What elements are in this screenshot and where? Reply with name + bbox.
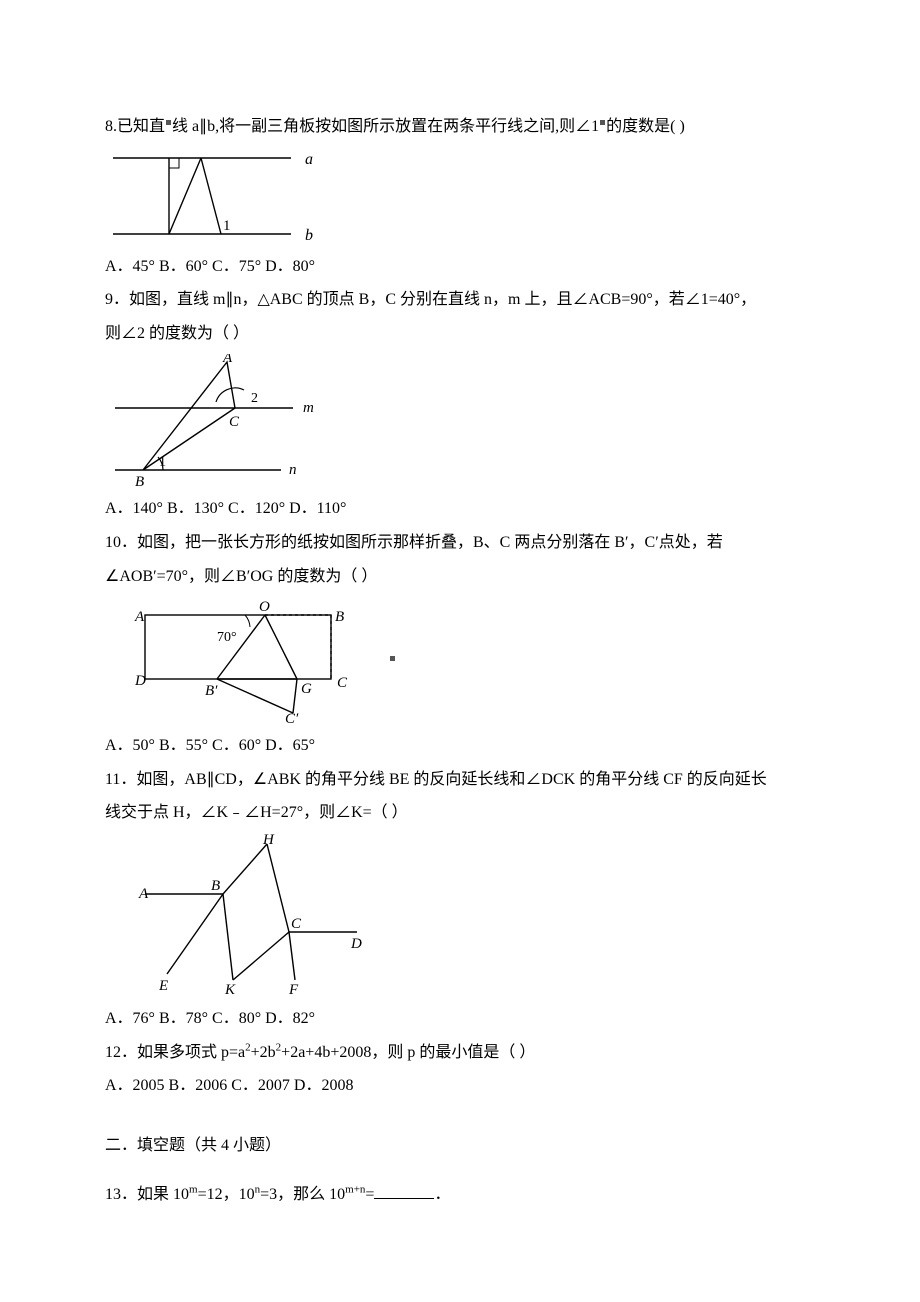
q12-p1: 12．如果多项式 p=a xyxy=(105,1044,245,1061)
q9-line1: 9．如图，直线 m∥n，△ABC 的顶点 B，C 分别在直线 n，m 上，且∠A… xyxy=(105,283,815,317)
svg-text:K: K xyxy=(224,982,236,998)
q12-stem: 12．如果多项式 p=a2+2b2+2a+4b+2008，则 p 的最小值是（ … xyxy=(105,1036,815,1070)
glitch-dot-1 xyxy=(166,120,171,125)
glitch-dot-2 xyxy=(600,120,605,125)
svg-text:C: C xyxy=(291,916,302,932)
q8-stem-a: 8.已知直 xyxy=(105,118,165,135)
q13-exp-m: m xyxy=(189,1184,198,1196)
q10-line1: 10．如图，把一张长方形的纸按如图所示那样折叠，B、C 两点分别落在 B′，C′… xyxy=(105,526,815,560)
q13-p4: = xyxy=(365,1186,374,1203)
svg-text:m: m xyxy=(303,400,314,416)
q11-line2: 线交于点 H，∠K﹣∠H=27°，则∠K=（ ） xyxy=(105,796,815,830)
q13-blank xyxy=(374,1184,434,1199)
svg-text:C: C xyxy=(337,675,348,691)
q10-choices: A．50° B．55° C．60° D．65° xyxy=(105,729,815,763)
q11-figure: A B H C D E K F xyxy=(105,834,815,998)
svg-text:E: E xyxy=(158,978,168,994)
svg-text:1: 1 xyxy=(223,218,231,234)
q9-figure: A B C 2 1 m n xyxy=(105,354,815,488)
svg-text:B: B xyxy=(135,474,144,488)
svg-text:C′: C′ xyxy=(285,711,299,725)
svg-text:C: C xyxy=(229,414,240,430)
svg-text:A: A xyxy=(138,886,149,902)
svg-text:1: 1 xyxy=(159,455,166,470)
svg-text:D: D xyxy=(134,673,146,689)
svg-text:70°: 70° xyxy=(217,630,237,645)
section-2-title: 二．填空题（共 4 小题） xyxy=(105,1129,815,1163)
page: 8.已知直线 a∥b,将一副三角板按如图所示放置在两条平行线之间,则∠1 的度数是… xyxy=(0,0,920,1302)
q13-p5: ． xyxy=(434,1186,450,1203)
q12-p2: +2b xyxy=(251,1044,276,1061)
svg-text:B′: B′ xyxy=(205,683,218,699)
q13-p1: 13．如果 10 xyxy=(105,1186,189,1203)
svg-text:D: D xyxy=(350,936,362,952)
svg-text:B: B xyxy=(335,609,344,625)
q10-line2: ∠AOB′=70°，则∠B′OG 的度数为（ ） xyxy=(105,560,815,594)
q8-stem-c: 的度数是( ) xyxy=(606,118,685,135)
q8-stem: 8.已知直线 a∥b,将一副三角板按如图所示放置在两条平行线之间,则∠1 的度数是… xyxy=(105,110,815,144)
q8-stem-b: 线 a∥b,将一副三角板按如图所示放置在两条平行线之间,则∠1 xyxy=(172,118,599,135)
q8-choices: A．45° B．60° C．75° D．80° xyxy=(105,250,815,284)
svg-text:H: H xyxy=(262,834,275,848)
svg-text:A: A xyxy=(222,354,233,366)
q9-line2: 则∠2 的度数为（ ） xyxy=(105,317,815,351)
q13-stem: 13．如果 10m=12，10n=3，那么 10m+n=． xyxy=(105,1178,815,1212)
q13-p2: =12，10 xyxy=(198,1186,255,1203)
svg-text:n: n xyxy=(289,462,297,478)
q13-p3: =3，那么 10 xyxy=(260,1186,345,1203)
svg-text:B: B xyxy=(211,878,220,894)
q12-choices: A．2005 B．2006 C．2007 D．2008 xyxy=(105,1069,815,1103)
svg-text:G: G xyxy=(301,681,312,697)
svg-text:2: 2 xyxy=(251,391,258,406)
q13-exp-mn: m+n xyxy=(345,1184,365,1196)
svg-text:A: A xyxy=(134,609,145,625)
q11-line1: 11．如图，AB∥CD，∠ABK 的角平分线 BE 的反向延长线和∠DCK 的角… xyxy=(105,763,815,797)
q11-choices: A．76° B．78° C．80° D．82° xyxy=(105,1002,815,1036)
svg-text:O: O xyxy=(259,599,270,615)
center-dot-mark xyxy=(390,656,395,661)
q9-choices: A．140° B．130° C．120° D．110° xyxy=(105,492,815,526)
q10-figure: A B D C O B′ C′ G 70° xyxy=(105,597,815,725)
svg-text:b: b xyxy=(305,227,313,244)
q8-figure: a b 1 xyxy=(105,148,815,246)
q12-p3: +2a+4b+2008，则 p 的最小值是（ ） xyxy=(281,1044,535,1061)
svg-text:a: a xyxy=(305,151,313,168)
svg-text:F: F xyxy=(288,982,299,998)
